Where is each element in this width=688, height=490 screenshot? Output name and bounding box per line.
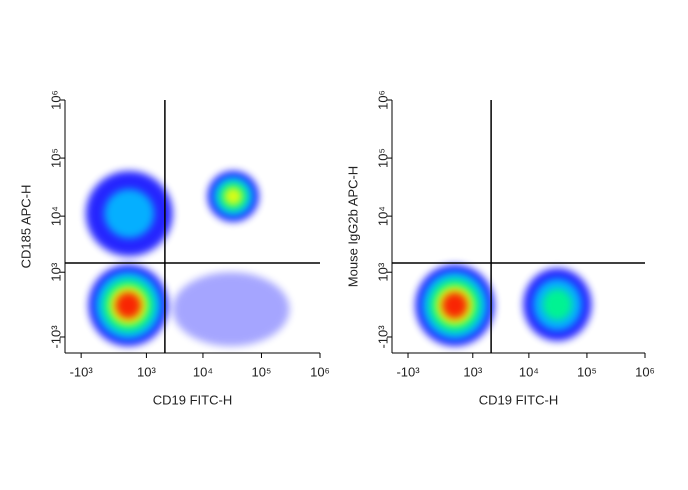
y-tick-label: 10⁴	[375, 206, 390, 226]
y-tick-label: -10³	[375, 325, 390, 349]
x-axis-label: CD19 FITC-H	[479, 392, 558, 407]
density-level	[223, 187, 243, 206]
y-tick-label: 10⁵	[375, 148, 390, 168]
x-tick-label: 10⁶	[310, 364, 330, 379]
x-tick-label: 10⁵	[577, 364, 597, 379]
x-tick-label: -10³	[396, 364, 420, 379]
plot: -10³ 10³ 10⁴ 10⁵ 10⁶ -10³ 10³ 10⁴ 10⁵ 10⁶ CD19 FIT…	[18, 90, 329, 407]
y-tick-label: -10³	[48, 325, 63, 349]
y-axis-label: CD185 APC-H	[18, 185, 33, 269]
density-level	[542, 288, 573, 321]
x-tick-label: 10⁶	[635, 364, 655, 379]
y-tick-label: 10⁶	[375, 90, 390, 110]
density-level	[172, 272, 290, 347]
x-tick-label: 10³	[137, 364, 156, 379]
density-level	[104, 189, 155, 239]
plot: -10³ 10³ 10⁴ 10⁵ 10⁶ -10³ 10³ 10⁴ 10⁵ 10⁶ CD19 FIT…	[345, 90, 654, 407]
x-tick-label: 10³	[463, 364, 482, 379]
x-tick-label: 10⁵	[252, 364, 272, 379]
x-tick-label: -10³	[70, 364, 94, 379]
y-tick-label: 10³	[48, 262, 63, 281]
x-tick-label: 10⁴	[519, 364, 539, 379]
y-tick-label: 10⁶	[48, 90, 63, 110]
x-axis-label: CD19 FITC-H	[153, 392, 232, 407]
populations	[415, 264, 592, 347]
y-tick-label: 10³	[375, 262, 390, 281]
y-axis-label: Mouse IgG2b APC-H	[345, 166, 360, 287]
density-level	[442, 292, 468, 319]
y-tick-label: 10⁵	[48, 148, 63, 168]
x-tick-label: 10⁴	[193, 364, 213, 379]
y-tick-label: 10⁴	[48, 206, 63, 226]
populations	[85, 170, 290, 347]
density-level	[115, 292, 141, 319]
